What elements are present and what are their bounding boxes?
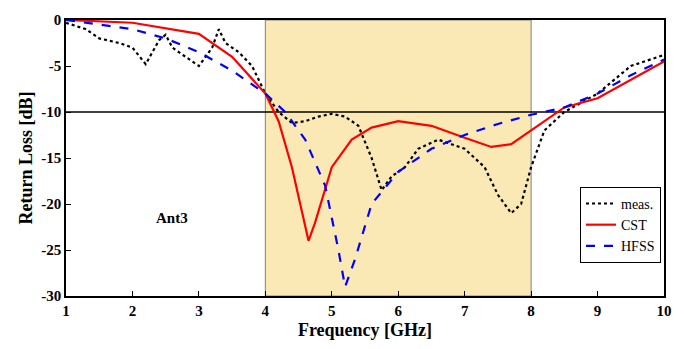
svg-text:-15: -15: [41, 150, 61, 166]
svg-text:meas.: meas.: [621, 197, 653, 212]
svg-text:-5: -5: [49, 58, 62, 74]
svg-text:5: 5: [328, 303, 336, 319]
svg-text:1: 1: [62, 303, 70, 319]
svg-text:CST: CST: [621, 218, 647, 233]
svg-text:2: 2: [129, 303, 137, 319]
svg-text:-20: -20: [41, 196, 61, 212]
svg-text:Frequency [GHz]: Frequency [GHz]: [298, 320, 432, 340]
svg-text:7: 7: [461, 303, 469, 319]
svg-text:9: 9: [594, 303, 602, 319]
svg-text:6: 6: [394, 303, 402, 319]
svg-text:Return Loss [dB]: Return Loss [dB]: [16, 91, 36, 224]
svg-text:3: 3: [195, 303, 203, 319]
svg-text:-10: -10: [41, 104, 61, 120]
svg-text:10: 10: [657, 303, 672, 319]
svg-text:-25: -25: [41, 242, 61, 258]
svg-text:8: 8: [527, 303, 535, 319]
svg-text:Ant3: Ant3: [156, 210, 188, 226]
svg-text:4: 4: [262, 303, 270, 319]
svg-text:-30: -30: [41, 288, 61, 304]
svg-text:HFSS: HFSS: [621, 239, 654, 254]
svg-text:0: 0: [54, 12, 62, 28]
